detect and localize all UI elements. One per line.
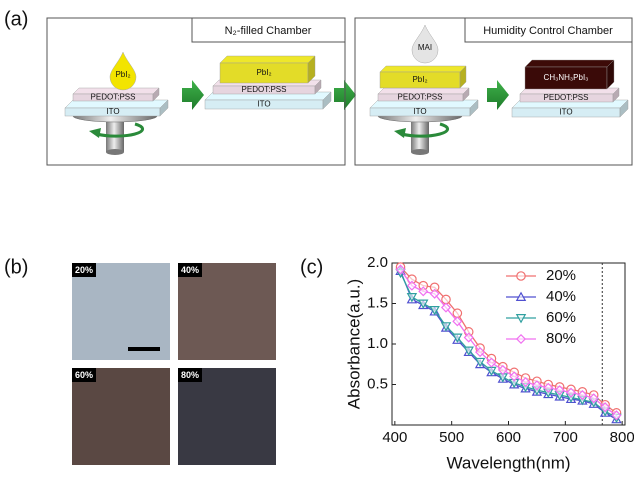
panel-label: (b) xyxy=(4,256,28,278)
y-tick-label: 1.0 xyxy=(367,335,388,352)
chamber-label: Humidity Control Chamber xyxy=(483,25,613,37)
photo-label: 20% xyxy=(75,265,93,275)
y-tick-label: 1.5 xyxy=(367,294,388,311)
spinner-base xyxy=(106,149,124,155)
x-tick-label: 700 xyxy=(553,429,578,446)
layer-label: ITO xyxy=(257,100,270,109)
y-axis-title: Absorbance(a.u.) xyxy=(344,279,363,409)
marker xyxy=(453,309,461,317)
x-axis-title: Wavelength(nm) xyxy=(446,453,570,472)
process-diagram: PEDOT:PSS ITO PbI₂ PbI₂ PEDOT:PSS ITO PbI₂ PEDO… xyxy=(65,25,628,155)
layer-label: CH₃NH₃PbI₃ xyxy=(544,73,589,82)
x-tick-label: 800 xyxy=(610,429,634,446)
x-tick-label: 600 xyxy=(496,429,521,446)
sample-photo xyxy=(72,263,170,360)
legend-marker xyxy=(517,272,525,280)
process-arrow xyxy=(182,80,204,110)
photo-label: 60% xyxy=(75,370,93,380)
panel-label: (c) xyxy=(300,256,323,278)
panel-label: (a) xyxy=(4,8,28,30)
rotation-arrowhead xyxy=(394,128,406,138)
sample-photo xyxy=(178,368,276,465)
layer-label: PEDOT:PSS xyxy=(242,85,287,94)
legend-label: 20% xyxy=(546,267,576,284)
sample-photo xyxy=(72,368,170,465)
layer-label: ITO xyxy=(559,108,572,117)
rotation-arrowhead xyxy=(89,128,101,138)
layer-label: PEDOT:PSS xyxy=(398,93,443,102)
layer-label: PEDOT:PSS xyxy=(544,93,589,102)
chart: 400 500 600 700 800 0.5 1.0 1.5 2.0 Wavelength(nm… xyxy=(344,254,634,473)
photo-label: 80% xyxy=(181,370,199,380)
legend-label: 80% xyxy=(546,330,576,347)
sample-photo xyxy=(178,263,276,360)
spinner-base xyxy=(411,149,429,155)
layer-top xyxy=(380,66,466,72)
x-tick-label: 500 xyxy=(439,429,464,446)
y-tick-label: 0.5 xyxy=(367,375,388,392)
layer-label: PbI₂ xyxy=(256,68,271,77)
layer-label: PEDOT:PSS xyxy=(91,93,136,102)
layer-top xyxy=(220,56,315,63)
marker xyxy=(442,295,450,303)
layer-label: PbI₂ xyxy=(115,70,130,79)
layer-label: MAI xyxy=(418,43,432,52)
scale-bar xyxy=(128,347,160,351)
x-tick-label: 400 xyxy=(382,429,407,446)
chamber-label: N₂-filled Chamber xyxy=(225,25,312,37)
process-arrow xyxy=(487,80,509,110)
figure: PEDOT:PSS ITO PbI₂ PbI₂ PEDOT:PSS ITO PbI₂ PEDO… xyxy=(0,0,634,478)
legend-marker xyxy=(517,335,525,343)
y-tick-label: 2.0 xyxy=(367,254,388,271)
legend-label: 40% xyxy=(546,288,576,305)
layer-label: ITO xyxy=(413,107,426,116)
layer-label: PbI₂ xyxy=(412,75,427,84)
legend-label: 60% xyxy=(546,309,576,326)
layer-top xyxy=(525,60,614,67)
photo-label: 40% xyxy=(181,265,199,275)
layer-label: ITO xyxy=(106,107,119,116)
